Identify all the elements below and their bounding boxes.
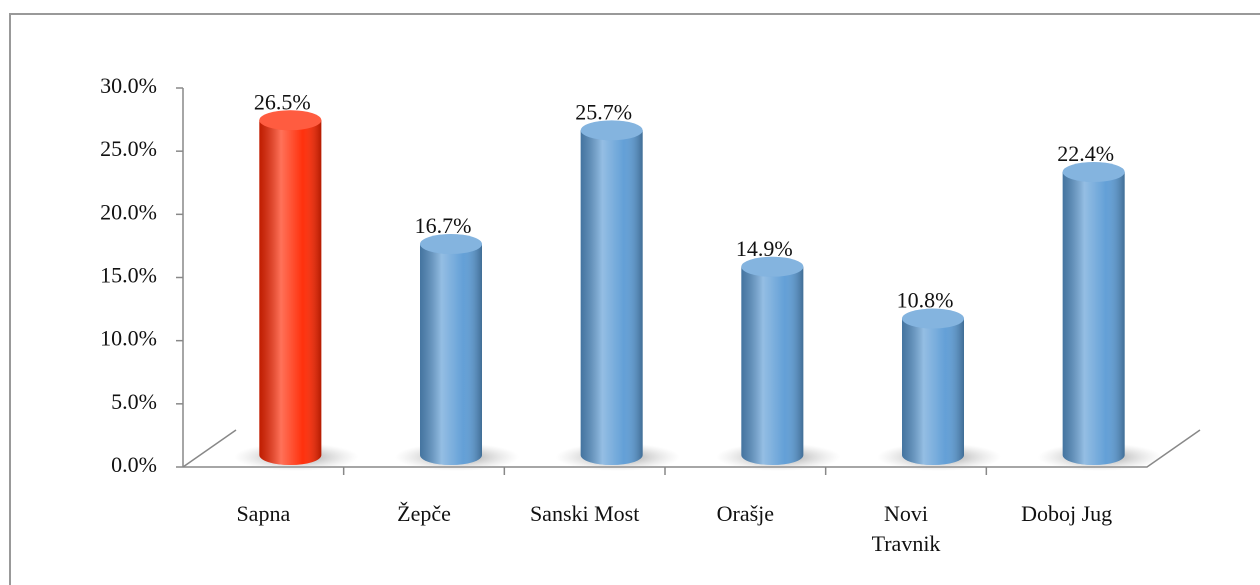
x-tick-label: Novi Travnik — [871, 501, 941, 556]
value-label: 10.8% — [897, 288, 954, 313]
bar-top-shade — [902, 308, 964, 329]
bar-top-shade — [741, 256, 804, 277]
bar-shade — [741, 266, 804, 465]
value-label: 25.7% — [575, 99, 632, 124]
x-tick-label: Sapna — [236, 501, 291, 526]
y-tick-label: 10.0% — [100, 326, 157, 351]
y-tick-label: 20.0% — [100, 199, 157, 224]
value-label: 22.4% — [1057, 141, 1114, 166]
bar-top — [420, 234, 482, 255]
bar-top-shade — [1062, 162, 1125, 183]
y-tick-label: 5.0% — [111, 389, 157, 414]
bar-shade — [580, 130, 643, 465]
y-tick-label: 15.0% — [100, 263, 157, 288]
bar-top — [1062, 162, 1125, 183]
frame — [9, 13, 1260, 585]
bar-top — [741, 256, 804, 277]
bar-shade — [420, 244, 482, 465]
bar-top-shade — [420, 234, 482, 255]
bar-top — [580, 120, 643, 141]
bar-top — [902, 308, 964, 329]
y-tick-label: 25.0% — [100, 136, 157, 161]
y-tick-label: 30.0% — [100, 73, 157, 98]
bar-top-shade — [580, 120, 643, 141]
x-tick-label: Orašje — [716, 501, 775, 526]
value-label: 16.7% — [415, 213, 472, 238]
x-tick-label: Doboj Jug — [1021, 501, 1113, 526]
bar-shade — [1062, 172, 1125, 465]
value-label: 14.9% — [736, 236, 793, 261]
bar-top — [259, 110, 322, 131]
floor-side — [182, 429, 237, 468]
x-tick-label: Žepče — [397, 501, 451, 526]
bar-top-shade — [259, 110, 322, 131]
bar-shade — [902, 318, 964, 465]
value-label: 26.5% — [254, 89, 311, 114]
x-tick-label: Sanski Most — [529, 501, 640, 526]
bar-shade — [259, 120, 322, 465]
y-tick-label: 0.0% — [111, 452, 157, 477]
